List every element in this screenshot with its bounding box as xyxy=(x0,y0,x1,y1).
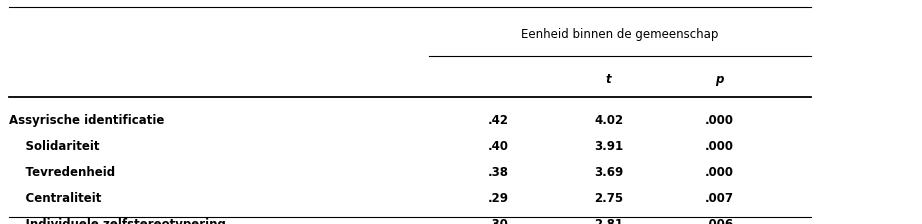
Text: Solidariteit: Solidariteit xyxy=(9,140,100,153)
Text: Individuele zelfstereotypering: Individuele zelfstereotypering xyxy=(9,218,226,224)
Text: Centraliteit: Centraliteit xyxy=(9,192,101,205)
Text: .30: .30 xyxy=(488,218,508,224)
Text: .000: .000 xyxy=(704,166,734,179)
Text: 2.81: 2.81 xyxy=(594,218,623,224)
Text: .000: .000 xyxy=(704,114,734,127)
Text: .000: .000 xyxy=(704,140,734,153)
Text: Eenheid binnen de gemeenschap: Eenheid binnen de gemeenschap xyxy=(521,28,719,41)
Text: .38: .38 xyxy=(488,166,508,179)
Text: t: t xyxy=(606,73,611,86)
Text: .40: .40 xyxy=(488,140,508,153)
Text: 3.91: 3.91 xyxy=(594,140,623,153)
Text: .006: .006 xyxy=(704,218,734,224)
Text: Assyrische identificatie: Assyrische identificatie xyxy=(9,114,165,127)
Text: .29: .29 xyxy=(488,192,508,205)
Text: .42: .42 xyxy=(488,114,508,127)
Text: 4.02: 4.02 xyxy=(594,114,623,127)
Text: .007: .007 xyxy=(704,192,734,205)
Text: 3.69: 3.69 xyxy=(594,166,623,179)
Text: 2.75: 2.75 xyxy=(594,192,623,205)
Text: Tevredenheid: Tevredenheid xyxy=(9,166,115,179)
Text: p: p xyxy=(715,73,724,86)
